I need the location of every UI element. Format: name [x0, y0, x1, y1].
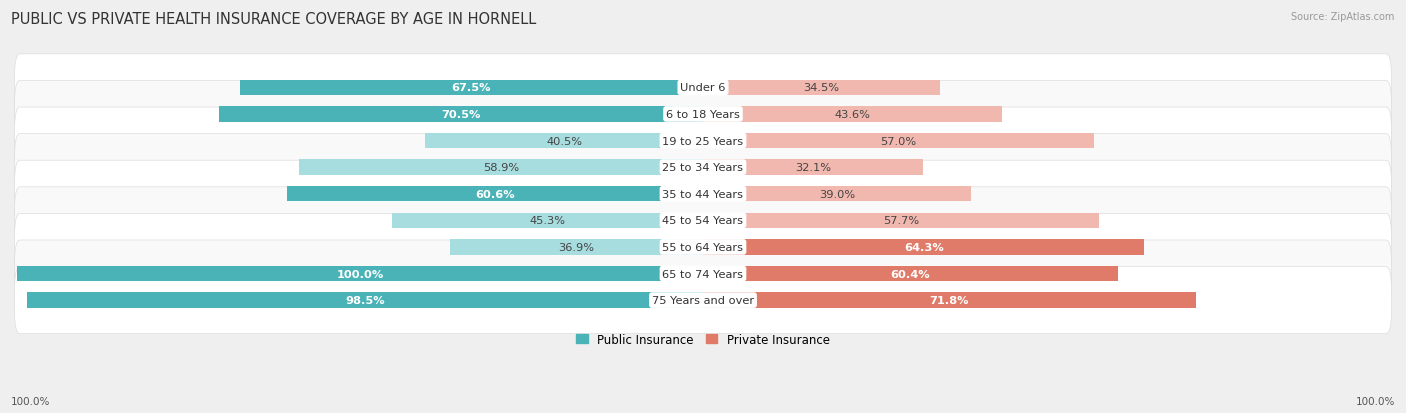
FancyBboxPatch shape: [14, 214, 1392, 281]
Bar: [287, 187, 703, 202]
Bar: [17, 266, 703, 282]
FancyBboxPatch shape: [14, 81, 1392, 148]
Text: Source: ZipAtlas.com: Source: ZipAtlas.com: [1291, 12, 1395, 22]
Text: 36.9%: 36.9%: [558, 242, 595, 252]
Bar: [703, 160, 924, 176]
Text: PUBLIC VS PRIVATE HEALTH INSURANCE COVERAGE BY AGE IN HORNELL: PUBLIC VS PRIVATE HEALTH INSURANCE COVER…: [11, 12, 537, 27]
Bar: [703, 293, 1197, 308]
Text: 32.1%: 32.1%: [796, 163, 831, 173]
Bar: [703, 187, 970, 202]
Text: 55 to 64 Years: 55 to 64 Years: [662, 242, 744, 252]
FancyBboxPatch shape: [14, 161, 1392, 228]
Bar: [703, 266, 1118, 282]
Bar: [703, 213, 1099, 228]
Text: 75 Years and over: 75 Years and over: [652, 295, 754, 305]
Bar: [703, 240, 1144, 255]
Text: 34.5%: 34.5%: [803, 83, 839, 93]
Text: 19 to 25 Years: 19 to 25 Years: [662, 136, 744, 146]
FancyBboxPatch shape: [14, 240, 1392, 307]
Bar: [703, 107, 1002, 122]
Text: 45 to 54 Years: 45 to 54 Years: [662, 216, 744, 226]
Bar: [425, 133, 703, 149]
Text: 71.8%: 71.8%: [929, 295, 969, 305]
Text: 57.7%: 57.7%: [883, 216, 920, 226]
Text: 6 to 18 Years: 6 to 18 Years: [666, 110, 740, 120]
Bar: [298, 160, 703, 176]
Text: 100.0%: 100.0%: [336, 269, 384, 279]
Text: 60.4%: 60.4%: [890, 269, 931, 279]
Bar: [392, 213, 703, 228]
Legend: Public Insurance, Private Insurance: Public Insurance, Private Insurance: [571, 328, 835, 351]
Text: 100.0%: 100.0%: [1355, 396, 1395, 406]
Bar: [703, 81, 939, 96]
Text: 58.9%: 58.9%: [482, 163, 519, 173]
Text: 70.5%: 70.5%: [441, 110, 481, 120]
Bar: [239, 81, 703, 96]
Text: 100.0%: 100.0%: [11, 396, 51, 406]
FancyBboxPatch shape: [14, 134, 1392, 201]
Text: 39.0%: 39.0%: [818, 189, 855, 199]
Text: 43.6%: 43.6%: [835, 110, 870, 120]
FancyBboxPatch shape: [14, 108, 1392, 175]
Text: 64.3%: 64.3%: [904, 242, 943, 252]
Text: 65 to 74 Years: 65 to 74 Years: [662, 269, 744, 279]
Text: 60.6%: 60.6%: [475, 189, 515, 199]
Bar: [703, 133, 1094, 149]
Bar: [27, 293, 703, 308]
Text: 57.0%: 57.0%: [880, 136, 917, 146]
FancyBboxPatch shape: [14, 55, 1392, 121]
Text: Under 6: Under 6: [681, 83, 725, 93]
Bar: [219, 107, 703, 122]
Bar: [450, 240, 703, 255]
Text: 45.3%: 45.3%: [530, 216, 565, 226]
Text: 25 to 34 Years: 25 to 34 Years: [662, 163, 744, 173]
Text: 40.5%: 40.5%: [546, 136, 582, 146]
Text: 35 to 44 Years: 35 to 44 Years: [662, 189, 744, 199]
Text: 67.5%: 67.5%: [451, 83, 491, 93]
FancyBboxPatch shape: [14, 267, 1392, 334]
Text: 98.5%: 98.5%: [344, 295, 385, 305]
FancyBboxPatch shape: [14, 188, 1392, 254]
